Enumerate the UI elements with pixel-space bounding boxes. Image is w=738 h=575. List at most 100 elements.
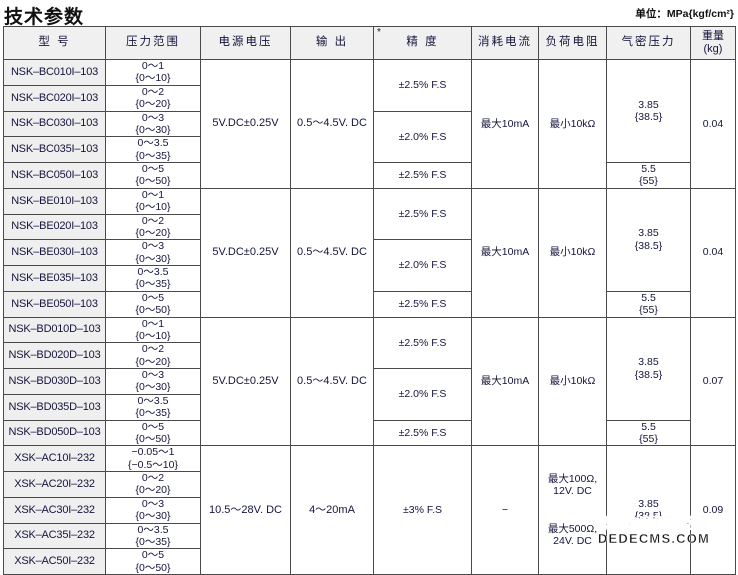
cell-model: NSK–BC035I–103 — [3, 136, 106, 163]
cell-accuracy: ±2.5% F.S — [373, 187, 472, 241]
cell-output: 0.5～4.5V. DC — [290, 187, 374, 318]
cell-current: 最大10mA — [471, 316, 539, 447]
spec-table-page: 技术参数 单位：MPa{kgf/cm²} 型 号 压力范围 电源电压 输 出 *… — [3, 7, 736, 575]
cell-accuracy: ±2.0% F.S — [373, 239, 472, 292]
cell-weight: 0.07 — [690, 316, 736, 447]
cell-accuracy: ±2.5% F.S — [373, 316, 472, 369]
table-row: NSK–BC030I–103 0～3 {0～30} ±2.0% F.S — [3, 110, 736, 163]
cell-pressure-range: 0～5 {0～50} — [105, 162, 201, 189]
cell-airtight-pressure: 3.85 {38.5} — [606, 316, 691, 421]
header-supply-voltage: 电源电压 — [200, 26, 291, 60]
cell-supply-voltage: 5V.DC±0.25V — [200, 59, 291, 189]
footnote-cropped — [20, 557, 440, 563]
cell-load-resistance: 最大100Ω, 12V. DC 最大500Ω, 24V. DC — [538, 445, 607, 575]
cell-model: NSK–BC010I–103 — [3, 59, 106, 86]
header-model: 型 号 — [3, 26, 106, 60]
cell-weight: 0.09 — [690, 445, 736, 575]
cell-airtight-pressure: 5.5 {55} — [606, 419, 691, 447]
cell-model: XSK–AC20I–232 — [3, 471, 106, 498]
table-row: NSK–BE035I–103 0～3.5 {0～35} — [3, 265, 736, 292]
cell-model: NSK–BE035I–103 — [3, 265, 106, 292]
header-weight-unit: (kg) — [703, 43, 723, 55]
cell-pressure-range: 0～2 {0～20} — [105, 84, 201, 112]
header-accuracy-label: 精 度 — [406, 36, 439, 49]
table-row: NSK–BC050I–103 0～5 {0～50} ±2.5% F.S 5.5 {55} — [3, 162, 736, 189]
cell-model: XSK–AC35I–232 — [3, 522, 106, 550]
cell-load-resistance: 最小10kΩ — [538, 316, 607, 447]
cell-model: NSK–BE010I–103 — [3, 187, 106, 215]
page-title: 技术参数 — [4, 7, 85, 28]
cell-pressure-range: 0～5 {0～50} — [105, 290, 201, 318]
header-output: 输 出 — [290, 26, 374, 60]
cell-model: NSK–BC020I–103 — [3, 84, 106, 112]
cell-accuracy: ±2.5% F.S — [373, 162, 472, 189]
cell-output: 0.5～4.5V. DC — [290, 59, 374, 189]
header-pressure-range: 压力范围 — [105, 26, 201, 60]
cell-model: NSK–BC050I–103 — [3, 162, 106, 189]
table-row: NSK–BE050I–103 0～5 {0～50} ±2.5% F.S 5.5 {55} — [3, 290, 736, 318]
header-current: 消耗电流 — [471, 26, 539, 60]
cell-accuracy: ±2.5% F.S — [373, 290, 472, 318]
cell-supply-voltage: 5V.DC±0.25V — [200, 316, 291, 447]
cell-pressure-range: 0～2 {0～20} — [105, 471, 201, 498]
cell-model: NSK–BD020D–103 — [3, 342, 106, 369]
cell-pressure-range: 0～3 {0～30} — [105, 368, 201, 395]
cell-pressure-range: 0～1 {0～10} — [105, 59, 201, 86]
table-row: NSK–BC020I–103 0～2 {0～20} — [3, 84, 736, 112]
header-load-resistance: 负荷电阻 — [538, 26, 607, 60]
table-row: NSK–BD035D–103 0～3.5 {0～35} — [3, 393, 736, 421]
cell-output: 0.5～4.5V. DC — [290, 316, 374, 447]
cell-airtight-pressure: 5.5 {55} — [606, 290, 691, 318]
technical-specification-table: 型 号 压力范围 电源电压 输 出 * 精 度 消耗电流 负荷电阻 气密压力 重… — [3, 26, 736, 575]
cell-airtight-pressure: 5.5 {55} — [606, 162, 691, 189]
cell-current: 最大10mA — [471, 187, 539, 318]
cell-weight: 0.04 — [690, 187, 736, 318]
cell-pressure-range: 0～3.5 {0～35} — [105, 136, 201, 163]
table-header: 型 号 压力范围 电源电压 输 出 * 精 度 消耗电流 负荷电阻 气密压力 重… — [3, 26, 736, 60]
table-row: NSK–BE030I–103 0～3 {0～30} ±2.0% F.S — [3, 239, 736, 292]
table-row: NSK–BD010D–103 0～1 {0～10} 5V.DC±0.25V 0.5～4.… — [3, 316, 736, 447]
asterisk-marker: * — [377, 27, 381, 38]
cell-pressure-range: 0～3.5 {0～35} — [105, 393, 201, 421]
cell-pressure-range: 0～1 {0～10} — [105, 316, 201, 344]
cell-model: NSK–BD050D–103 — [3, 419, 106, 447]
table-row: NSK–BD030D–103 0～3 {0～30} ±2.0% F.S — [3, 368, 736, 421]
cell-pressure-range: 0～3 {0～30} — [105, 239, 201, 266]
cell-pressure-range: 0～3.5 {0～35} — [105, 265, 201, 292]
cell-output: 4～20mA — [290, 445, 374, 575]
cell-model: NSK–BE030I–103 — [3, 239, 106, 266]
cell-model: NSK–BC030I–103 — [3, 110, 106, 138]
table-row: NSK–BC035I–103 0～3.5 {0～35} — [3, 136, 736, 163]
cell-load-resistance: 最小10kΩ — [538, 59, 607, 189]
cell-model: XSK–AC30I–232 — [3, 496, 106, 524]
cell-accuracy: ±2.5% F.S — [373, 419, 472, 447]
cell-pressure-range: 0～2 {0～20} — [105, 213, 201, 241]
table-row: XSK–AC10I–232 −0.05～1 {−0.5～10} 10.5～28V. D… — [3, 445, 736, 575]
cell-accuracy: ±2.5% F.S — [373, 59, 472, 112]
header-airtight-pressure: 气密压力 — [606, 26, 691, 60]
cell-accuracy: ±3% F.S — [373, 445, 472, 575]
cell-pressure-range: 0～3 {0～30} — [105, 496, 201, 524]
cell-weight: 0.04 — [690, 59, 736, 189]
cell-pressure-range: 0～2 {0～20} — [105, 342, 201, 369]
cell-model: NSK–BD035D–103 — [3, 393, 106, 421]
cell-pressure-range: 0～5 {0～50} — [105, 419, 201, 447]
cell-accuracy: ±2.0% F.S — [373, 110, 472, 163]
table-row: NSK–BE020I–103 0～2 {0～20} — [3, 213, 736, 241]
cell-pressure-range: 0～1 {0～10} — [105, 187, 201, 215]
cell-model: XSK–AC10I–232 — [3, 445, 106, 472]
cell-airtight-pressure: 3.85 {38.5} — [606, 445, 691, 575]
table-row: XSK–AC35I–232 0～3.5 {0～35} — [3, 522, 736, 550]
cell-model: NSK–BD030D–103 — [3, 368, 106, 395]
cell-airtight-pressure: 3.85 {38.5} — [606, 59, 691, 163]
cell-pressure-range: 0～3 {0～30} — [105, 110, 201, 138]
cell-model: NSK–BE050I–103 — [3, 290, 106, 318]
cell-airtight-pressure: 3.85 {38.5} — [606, 187, 691, 292]
cell-load-resistance: 最小10kΩ — [538, 187, 607, 318]
cell-accuracy: ±2.0% F.S — [373, 368, 472, 421]
cell-current: 最大10mA — [471, 59, 539, 189]
cell-model: NSK–BE020I–103 — [3, 213, 106, 241]
unit-note: 单位：MPa{kgf/cm²} — [635, 8, 734, 20]
header-weight-label: 重量 — [702, 30, 724, 43]
header-weight: 重量 (kg) — [690, 26, 736, 60]
